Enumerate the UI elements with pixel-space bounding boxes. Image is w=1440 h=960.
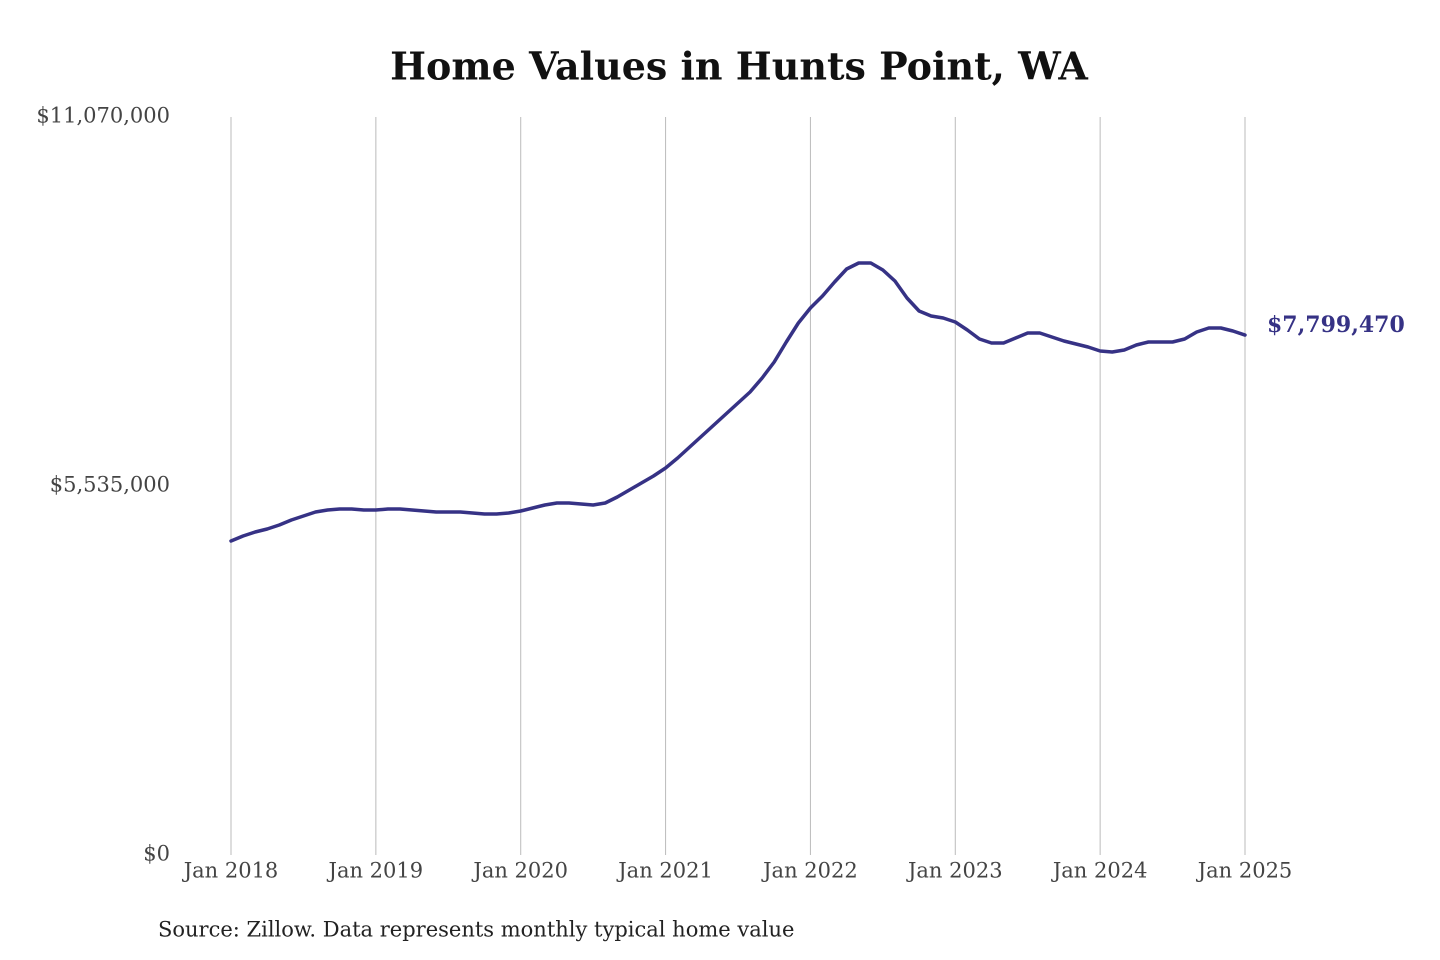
x-tick-label: Jan 2023 (906, 859, 1003, 883)
x-tick-label: Jan 2019 (327, 859, 424, 883)
value-label: $7,799,470 (1267, 312, 1405, 338)
series-line (229, 261, 1247, 543)
x-tick-label: Jan 2021 (616, 859, 713, 883)
x-tick-label: Jan 2018 (182, 859, 279, 883)
y-tick-label: $11,070,000 (36, 104, 170, 128)
x-tick-label: Jan 2020 (471, 859, 568, 883)
x-tick-label: Jan 2025 (1196, 859, 1293, 883)
y-tick-label: $0 (143, 842, 170, 866)
chart-title: Home Values in Hunts Point, WA (390, 44, 1088, 89)
x-tick-label: Jan 2024 (1051, 859, 1148, 883)
x-tick-label: Jan 2022 (761, 859, 858, 883)
source-note: Source: Zillow. Data represents monthly … (158, 918, 794, 942)
y-tick-label: $5,535,000 (50, 473, 170, 497)
